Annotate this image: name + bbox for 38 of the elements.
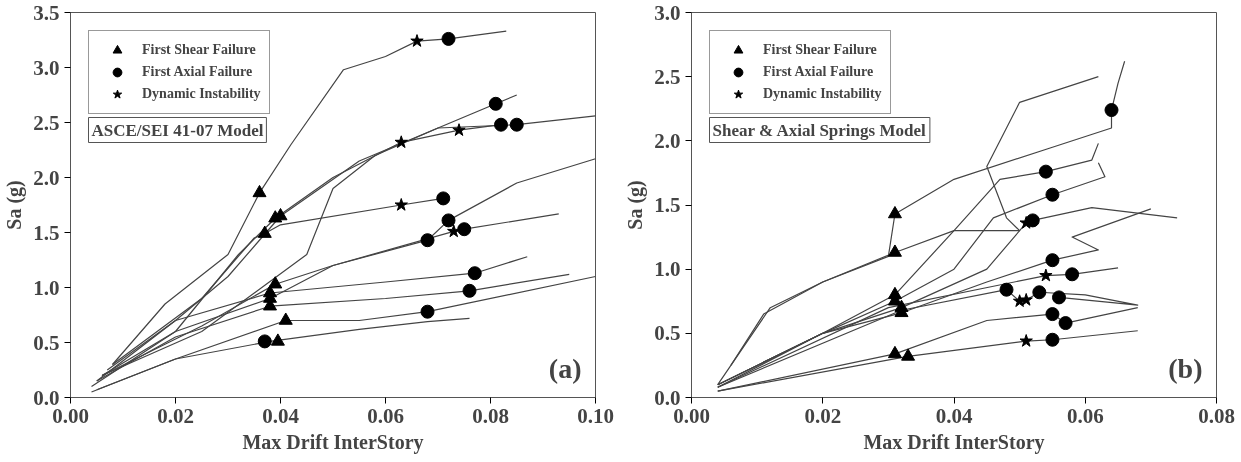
y-tick-label: 1.0 xyxy=(33,275,60,300)
y-axis-title: Sa (g) xyxy=(624,180,648,230)
y-tick-label: 1.0 xyxy=(654,257,681,282)
y-tick-label: 3.0 xyxy=(33,55,60,80)
legend-label: Dynamic Instability xyxy=(763,85,882,103)
y-tick-label: 0.0 xyxy=(33,385,60,410)
legend-label: First Axial Failure xyxy=(142,63,253,81)
x-tick-label: 0.02 xyxy=(804,403,842,428)
annotation: (a) xyxy=(548,352,582,384)
y-tick-label: 2.0 xyxy=(654,128,681,153)
annotation: ASCE/SEI 41-07 Model xyxy=(91,120,264,140)
legend-label: Dynamic Instability xyxy=(142,85,261,103)
x-tick-label: 0.08 xyxy=(472,403,509,428)
x-tick-label: 0.04 xyxy=(262,403,300,428)
x-tick-label: 0.08 xyxy=(1198,403,1235,428)
y-tick-label: 0.5 xyxy=(654,321,681,346)
y-tick-label: 1.5 xyxy=(654,193,681,217)
legend-label: First Shear Failure xyxy=(142,41,256,59)
y-tick-label: 1.5 xyxy=(33,220,60,245)
x-tick-label: 0.10 xyxy=(577,403,614,428)
y-tick-label: 0.0 xyxy=(654,385,681,410)
y-tick-label: 3.5 xyxy=(33,0,60,25)
y-tick-label: 0.5 xyxy=(33,330,60,355)
y-axis-title: Sa (g) xyxy=(3,180,27,230)
x-tick-label: 0.04 xyxy=(935,403,973,428)
y-tick-label: 2.5 xyxy=(654,64,681,89)
x-tick-label: 0.02 xyxy=(157,403,194,428)
y-tick-label: 3.0 xyxy=(654,0,681,25)
x-tick-label: 0.06 xyxy=(367,403,404,428)
legend-label: First Shear Failure xyxy=(763,41,877,59)
y-tick-label: 2.5 xyxy=(33,110,60,135)
annotation: Shear & Axial Springs Model xyxy=(712,120,926,140)
annotation: (b) xyxy=(1168,352,1203,384)
x-tick-label: 0.06 xyxy=(1066,403,1104,428)
legend-label: First Axial Failure xyxy=(763,63,874,81)
y-tick-label: 2.0 xyxy=(33,165,60,190)
x-axis-title: Max Drift InterStory xyxy=(863,430,1045,454)
x-axis-title: Max Drift InterStory xyxy=(242,430,424,454)
